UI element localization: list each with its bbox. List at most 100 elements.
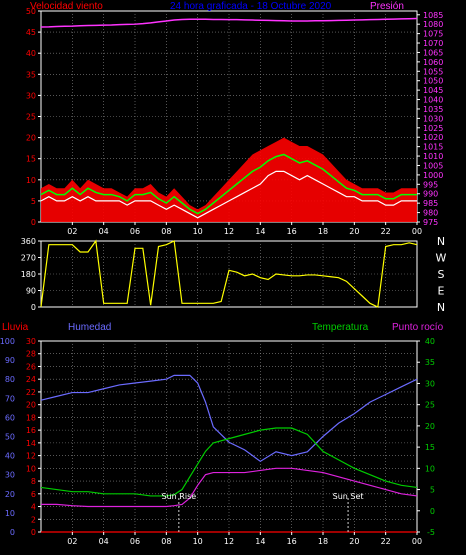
temp-tick-label: 5	[430, 486, 435, 495]
rain-tick-label: 30	[26, 337, 36, 346]
humidity-tick-label: 80	[5, 375, 15, 384]
wind-speed-label: Velocidad viento	[30, 1, 103, 12]
x-tick-label: 08	[161, 537, 171, 546]
pressure-tick-label: 1020	[423, 133, 443, 142]
rain-tick-label: 22	[26, 388, 36, 397]
humidity-tick-label: 20	[5, 490, 15, 499]
compass-letter: S	[438, 268, 445, 281]
rain-tick-label: 20	[26, 401, 36, 410]
x-tick-label: 10	[193, 537, 203, 546]
humidity-tick-label: 70	[5, 394, 15, 403]
temp-tick-label: 30	[425, 379, 435, 388]
direction-axis: 0 90 180 270 360	[21, 237, 41, 312]
pressure-label: Presión	[370, 1, 404, 12]
pressure-tick-label: 1010	[423, 152, 443, 161]
direction-series	[40, 239, 418, 308]
top-chart-x-axis: 02 04 06 08 10 12 14 16 18 20 22 00	[67, 222, 422, 236]
pressure-tick-label: 1060	[423, 58, 443, 67]
pressure-line	[40, 17, 418, 28]
temperature-line	[40, 427, 418, 497]
chart-title: 24 hora graficada - 18 Octubre 2020	[170, 1, 332, 12]
direction-tick-label: 360	[21, 237, 36, 246]
rain-tick-label: 18	[26, 413, 36, 422]
rain-tick-label: 26	[26, 362, 36, 371]
wind-speed-axis: 0 5 10 15 20 25 30 35 40 45 50	[26, 7, 41, 227]
sun-rise-label: Sun Rise	[162, 492, 197, 501]
pressure-tick-label: 995	[423, 180, 438, 189]
pressure-tick-label: 1030	[423, 114, 443, 123]
pressure-tick-label: 1080	[423, 20, 443, 29]
compass-letter: W	[436, 252, 447, 265]
rain-tick-label: 28	[26, 350, 36, 359]
temp-tick-label: -5	[427, 528, 435, 537]
pressure-tick-label: 985	[423, 199, 438, 208]
humidity-axis: 0 10 20 30 40 50 60 70 80 90 100	[0, 337, 15, 537]
humidity-tick-label: 100	[0, 337, 15, 346]
x-tick-label: 04	[99, 537, 109, 546]
temp-tick-label: 0	[430, 507, 435, 516]
humidity-tick-label: 10	[5, 509, 15, 518]
temp-tick-label: 40	[425, 337, 435, 346]
rain-tick-label: 8	[31, 477, 36, 486]
bottom-chart-series	[40, 374, 418, 533]
sun-markers: Sun Rise Sun Set	[162, 492, 364, 532]
pressure-tick-label: 990	[423, 190, 438, 199]
rain-tick-label: 4	[31, 503, 36, 512]
direction-tick-label: 180	[21, 270, 36, 279]
x-tick-label: 16	[287, 537, 297, 546]
wind-tick-label: 25	[26, 113, 36, 122]
temperature-axis: -5 0 5 10 15 20 25 30 35 40	[417, 337, 435, 537]
humidity-tick-label: 40	[5, 452, 15, 461]
direction-tick-label: 90	[26, 287, 36, 296]
humidity-tick-label: 90	[5, 356, 15, 365]
pressure-tick-label: 1070	[423, 39, 443, 48]
x-tick-label: 08	[161, 227, 171, 236]
wind-tick-label: 35	[26, 70, 36, 79]
pressure-tick-label: 980	[423, 209, 438, 218]
pressure-axis: 9759809859909951000100510101015102010251…	[417, 11, 443, 227]
wind-tick-label: 50	[26, 7, 36, 16]
wind-speed-line	[40, 170, 417, 219]
wind-tick-label: 30	[26, 91, 36, 100]
sun-set-label: Sun Set	[333, 492, 364, 501]
wind-mid-line	[40, 153, 417, 215]
x-tick-label: 20	[349, 537, 359, 546]
pressure-tick-label: 1025	[423, 124, 443, 133]
top-chart-grid	[41, 11, 417, 222]
temp-tick-label: 20	[425, 422, 435, 431]
temp-tick-label: 15	[425, 443, 435, 452]
pressure-tick-label: 975	[423, 218, 438, 227]
direction-tick-label: 0	[31, 303, 36, 312]
pressure-tick-label: 1055	[423, 67, 443, 76]
humidity-label: Humedad	[68, 322, 111, 333]
bottom-chart-x-axis: 02 04 06 08 10 12 14 16 18 20 22 00	[67, 532, 422, 546]
top-chart-series	[40, 17, 418, 222]
wind-tick-label: 40	[26, 49, 36, 58]
humidity-tick-label: 60	[5, 413, 15, 422]
bottom-chart-grid	[41, 341, 417, 532]
humidity-line	[40, 374, 418, 463]
pressure-tick-label: 1040	[423, 96, 443, 105]
x-tick-label: 14	[255, 227, 265, 236]
wind-tick-label: 15	[26, 155, 36, 164]
x-tick-label: 18	[318, 537, 328, 546]
pressure-tick-label: 1065	[423, 48, 443, 57]
wind-tick-label: 5	[31, 197, 36, 206]
wind-tick-label: 10	[26, 176, 36, 185]
humidity-tick-label: 30	[5, 471, 15, 480]
x-tick-label: 22	[381, 537, 391, 546]
rain-tick-label: 6	[31, 490, 36, 499]
rain-tick-label: 0	[31, 528, 36, 537]
compass-letter: N	[437, 235, 445, 248]
pressure-tick-label: 1015	[423, 143, 443, 152]
x-tick-label: 12	[224, 227, 234, 236]
direction-chart-grid	[41, 241, 417, 307]
x-tick-label: 22	[381, 227, 391, 236]
x-tick-label: 06	[130, 227, 140, 236]
x-tick-label: 06	[130, 537, 140, 546]
x-tick-label: 14	[255, 537, 265, 546]
rain-tick-label: 16	[26, 426, 36, 435]
temperature-label: Temperatura	[312, 322, 369, 333]
